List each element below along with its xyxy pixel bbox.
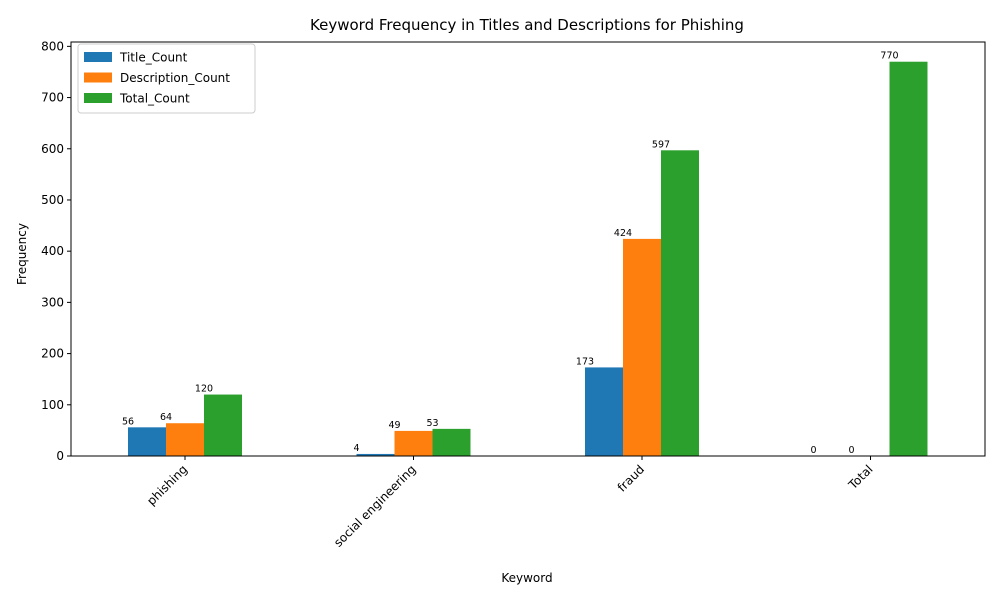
x-axis-label: Keyword <box>501 571 552 585</box>
data-label: 4 <box>353 443 359 454</box>
x-tick-label: phishing <box>144 462 190 508</box>
y-tick-label: 500 <box>41 193 64 207</box>
bar-total-count-3 <box>889 61 928 456</box>
data-label: 424 <box>614 228 632 239</box>
y-tick-label: 0 <box>56 449 64 463</box>
y-axis-label: Frequency <box>15 223 29 285</box>
x-tick-label: social engineering <box>331 462 419 550</box>
y-tick-label: 800 <box>41 39 64 53</box>
chart-title: Keyword Frequency in Titles and Descript… <box>310 16 744 34</box>
legend-swatch <box>84 72 112 83</box>
x-tick-label: fraud <box>615 462 647 494</box>
legend: Title_Count Description_Count Total_Count <box>77 43 256 114</box>
data-label: 0 <box>848 445 854 456</box>
data-label: 56 <box>122 416 134 427</box>
bar-title-count-0 <box>128 427 166 456</box>
legend-entry: Title_Count <box>119 51 188 65</box>
y-tick-label: 100 <box>41 398 64 412</box>
plot-frame <box>70 41 986 457</box>
y-tick-label: 600 <box>41 142 64 156</box>
y-tick-label: 700 <box>41 91 64 105</box>
legend-entry: Description_Count <box>120 71 230 85</box>
data-label: 49 <box>388 420 400 431</box>
bar-title-count-2 <box>585 367 623 456</box>
legend-entry: Total_Count <box>119 92 190 106</box>
y-tick-label: 200 <box>41 347 64 361</box>
legend-swatch <box>84 52 112 62</box>
bar-total-count-0 <box>204 394 242 456</box>
bar-total-count-2 <box>661 150 699 457</box>
plot-area: 56 4 173 0 64 49 424 0 120 53 597 770 0 100 200 300 400 5… <box>41 39 986 550</box>
data-label: 120 <box>195 384 213 395</box>
data-label: 173 <box>576 356 594 367</box>
data-label: 770 <box>880 51 898 62</box>
x-tick-label: Total <box>845 462 875 492</box>
data-label: 64 <box>160 412 172 423</box>
legend-box <box>77 43 256 114</box>
data-label: 597 <box>652 139 670 150</box>
data-label: 53 <box>426 418 438 429</box>
y-tick-label: 400 <box>41 244 64 258</box>
bar-description-count-0 <box>166 423 204 456</box>
bar-total-count-1 <box>432 428 471 456</box>
bar-title-count-1 <box>356 453 395 456</box>
bar-description-count-1 <box>394 430 433 456</box>
legend-swatch <box>84 93 112 103</box>
bar-description-count-2 <box>623 238 661 456</box>
y-tick-label: 300 <box>41 295 64 309</box>
data-label: 0 <box>810 445 816 456</box>
